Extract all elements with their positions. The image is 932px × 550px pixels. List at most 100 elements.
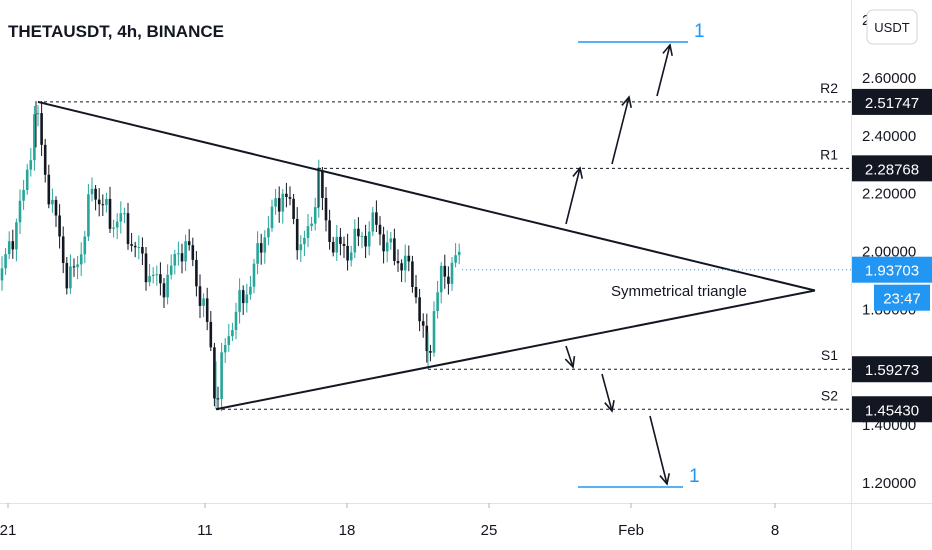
- candle: [382, 226, 385, 264]
- candle-body: [198, 286, 202, 306]
- candle-body: [385, 242, 389, 252]
- candle: [33, 105, 36, 171]
- candle-body: [72, 266, 76, 268]
- candle-body: [126, 213, 130, 245]
- candle: [288, 186, 292, 206]
- candle: [385, 230, 389, 263]
- candle: [335, 224, 339, 261]
- candle: [267, 216, 270, 246]
- candle-body: [184, 241, 187, 262]
- level-price-tag: [852, 396, 932, 423]
- candle-body: [101, 204, 105, 206]
- candle: [76, 256, 79, 280]
- candle-body: [393, 238, 396, 261]
- candle-body: [137, 247, 141, 249]
- candle-body: [321, 171, 324, 198]
- candle: [263, 230, 267, 264]
- candle-body: [267, 228, 270, 238]
- candle-body: [83, 236, 87, 255]
- candle: [0, 256, 4, 291]
- candle: [180, 243, 184, 274]
- candle: [36, 105, 40, 127]
- x-tick-label: Feb: [618, 522, 644, 539]
- candle: [360, 231, 364, 249]
- candle-body: [213, 347, 216, 399]
- candle-body: [43, 144, 47, 175]
- candle-body: [51, 199, 54, 205]
- candle: [292, 193, 295, 225]
- candle: [375, 200, 378, 233]
- candle: [184, 234, 187, 272]
- candle-body: [54, 199, 58, 216]
- candle: [443, 254, 447, 289]
- candle-body: [270, 206, 274, 229]
- candle-body: [29, 160, 33, 170]
- currency-button[interactable]: USDT: [866, 9, 918, 45]
- current-price-label: 1.93703: [865, 263, 919, 280]
- candle-body: [389, 238, 393, 243]
- candle-body: [7, 241, 11, 255]
- candle: [61, 226, 65, 274]
- candle: [133, 241, 137, 258]
- candle-body: [87, 194, 90, 237]
- candle: [414, 275, 418, 304]
- candle-body: [47, 174, 51, 205]
- y-tick-label: 2.20000: [862, 186, 916, 203]
- candle-body: [205, 298, 209, 322]
- candle: [223, 338, 227, 363]
- candle-body: [166, 274, 169, 298]
- candle-body: [288, 197, 292, 199]
- candle: [83, 230, 87, 264]
- candle: [328, 209, 331, 250]
- candle: [40, 101, 43, 156]
- candle-body: [115, 221, 119, 228]
- candle: [169, 254, 173, 280]
- candle: [321, 167, 324, 211]
- candle-body: [159, 274, 162, 284]
- candle: [274, 188, 277, 215]
- candle: [256, 231, 259, 275]
- x-tick-label: 8: [771, 522, 779, 539]
- candle-body: [15, 222, 18, 250]
- candle: [187, 229, 191, 251]
- countdown-label: 23:47: [883, 291, 921, 308]
- candle: [245, 283, 249, 313]
- candle: [306, 213, 310, 248]
- candle-body: [25, 169, 29, 190]
- candle-body: [94, 188, 97, 200]
- candle-body: [447, 276, 450, 284]
- candle-body: [18, 200, 22, 223]
- candle: [450, 257, 454, 291]
- candle: [159, 262, 162, 296]
- time-axis[interactable]: 21 11 18 25 Feb 8: [0, 503, 932, 539]
- x-tick-label: 25: [481, 522, 498, 539]
- candle: [231, 322, 234, 342]
- candle-body: [141, 247, 144, 254]
- candle-body: [421, 321, 425, 326]
- candle-body: [33, 114, 36, 161]
- candle-body: [281, 193, 285, 212]
- candle: [166, 264, 169, 305]
- candle: [126, 202, 130, 250]
- candle: [364, 224, 367, 259]
- candle-body: [195, 259, 198, 287]
- level-name-s1: S1: [821, 347, 838, 363]
- candle-body: [457, 251, 461, 256]
- candle-body: [11, 241, 15, 250]
- candle: [411, 255, 414, 293]
- candle: [357, 217, 360, 247]
- candle-body: [364, 235, 367, 247]
- candle: [313, 197, 317, 231]
- level-price-tag: [852, 88, 932, 115]
- level-name-r1: R1: [820, 146, 838, 162]
- candle-body: [130, 244, 133, 246]
- candle-body: [119, 213, 123, 222]
- candle: [148, 263, 151, 287]
- candle: [378, 216, 382, 246]
- candle: [421, 313, 425, 338]
- candle: [439, 262, 443, 304]
- candle-body: [187, 241, 191, 246]
- breakout-arrow-up-1: [565, 166, 584, 225]
- breakdown-arrow-1: [564, 345, 576, 369]
